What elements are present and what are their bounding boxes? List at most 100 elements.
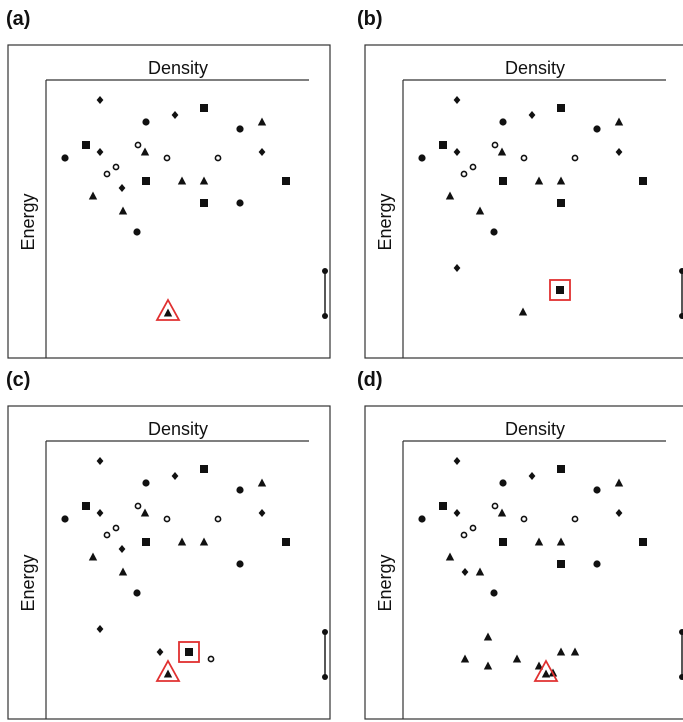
marker-triangle bbox=[614, 478, 624, 487]
marker-diamond bbox=[528, 111, 536, 119]
panel-letter: (c) bbox=[6, 369, 31, 391]
x-axis-title: Density bbox=[148, 58, 208, 78]
panel-drawing: Density Energy bbox=[7, 44, 331, 359]
marker-open-circle bbox=[460, 170, 468, 178]
marker-open-circle bbox=[163, 515, 171, 523]
y-axis-title: Energy bbox=[375, 554, 395, 611]
marker-open-circle bbox=[134, 502, 142, 510]
marker-open-circle bbox=[103, 531, 111, 539]
x-axis-title: Density bbox=[148, 419, 208, 439]
marker-square bbox=[499, 177, 507, 185]
marker-triangle bbox=[177, 176, 187, 185]
marker-circle bbox=[490, 589, 498, 597]
marker-square bbox=[200, 104, 208, 112]
marker-triangle bbox=[556, 176, 566, 185]
marker-diamond bbox=[453, 509, 461, 517]
panel-plot: Density Energy bbox=[364, 44, 683, 359]
marker-diamond bbox=[461, 568, 469, 576]
marker-square bbox=[185, 648, 193, 656]
marker-diamond bbox=[96, 509, 104, 517]
highlight-square-frame bbox=[178, 641, 200, 663]
marker-open-circle bbox=[520, 154, 528, 162]
marker-triangle bbox=[483, 661, 493, 670]
marker-circle bbox=[236, 125, 244, 133]
marker-circle bbox=[499, 118, 507, 126]
marker-open-circle bbox=[460, 531, 468, 539]
marker-diamond bbox=[258, 509, 266, 517]
marker-circle bbox=[61, 515, 69, 523]
marker-triangle bbox=[556, 647, 566, 656]
marker-triangle bbox=[199, 176, 209, 185]
x-axis-title: Density bbox=[505, 58, 565, 78]
scale-bar-end bbox=[679, 629, 683, 635]
marker-diamond bbox=[258, 148, 266, 156]
scale-bar-end bbox=[679, 268, 683, 274]
marker-circle bbox=[61, 154, 69, 162]
panel-letter: (a) bbox=[6, 8, 31, 30]
marker-triangle bbox=[534, 537, 544, 546]
scale-bar-end bbox=[322, 313, 328, 319]
marker-circle bbox=[236, 199, 244, 207]
marker-open-circle bbox=[112, 163, 120, 171]
marker-circle bbox=[133, 228, 141, 236]
panel-drawing: Density Energy bbox=[364, 405, 683, 720]
marker-triangle bbox=[88, 552, 98, 561]
marker-square bbox=[282, 177, 290, 185]
highlight-triangle-frame bbox=[155, 659, 181, 682]
marker-circle bbox=[142, 118, 150, 126]
marker-triangle bbox=[88, 191, 98, 200]
marker-triangle bbox=[614, 117, 624, 126]
marker-open-circle bbox=[103, 170, 111, 178]
scale-bar-end bbox=[679, 313, 683, 319]
marker-triangle bbox=[163, 308, 173, 317]
y-axis-title: Energy bbox=[375, 193, 395, 250]
marker-open-circle bbox=[214, 154, 222, 162]
marker-square bbox=[557, 199, 565, 207]
marker-circle bbox=[593, 125, 601, 133]
marker-circle bbox=[490, 228, 498, 236]
outer-frame bbox=[7, 44, 331, 359]
marker-diamond bbox=[96, 457, 104, 465]
panel-plot: Density Energy bbox=[7, 44, 331, 359]
marker-square bbox=[200, 199, 208, 207]
panel-c: (c) Density Energy bbox=[0, 361, 341, 722]
marker-triangle bbox=[541, 669, 551, 678]
marker-square bbox=[557, 465, 565, 473]
marker-triangle bbox=[534, 176, 544, 185]
marker-triangle bbox=[140, 508, 150, 517]
marker-open-circle bbox=[571, 154, 579, 162]
highlight-triangle-frame bbox=[155, 298, 181, 321]
marker-triangle bbox=[475, 206, 485, 215]
marker-square bbox=[639, 538, 647, 546]
panel-drawing: Density Energy bbox=[7, 405, 331, 720]
marker-circle bbox=[418, 154, 426, 162]
marker-square bbox=[82, 141, 90, 149]
panel-plot: Density Energy bbox=[7, 405, 331, 720]
marker-diamond bbox=[453, 457, 461, 465]
marker-square bbox=[142, 177, 150, 185]
marker-triangle bbox=[497, 147, 507, 156]
marker-diamond bbox=[453, 96, 461, 104]
marker-circle bbox=[418, 515, 426, 523]
marker-diamond bbox=[96, 625, 104, 633]
marker-circle bbox=[236, 486, 244, 494]
marker-triangle bbox=[445, 552, 455, 561]
marker-square bbox=[82, 502, 90, 510]
marker-diamond bbox=[453, 148, 461, 156]
scale-bar-end bbox=[322, 674, 328, 680]
marker-open-circle bbox=[112, 524, 120, 532]
marker-triangle bbox=[483, 632, 493, 641]
marker-diamond bbox=[118, 545, 126, 553]
marker-open-circle bbox=[207, 655, 215, 663]
marker-square bbox=[282, 538, 290, 546]
marker-triangle bbox=[118, 206, 128, 215]
marker-open-circle bbox=[163, 154, 171, 162]
outer-frame bbox=[364, 405, 683, 720]
marker-square bbox=[557, 560, 565, 568]
marker-diamond bbox=[118, 184, 126, 192]
marker-circle bbox=[236, 560, 244, 568]
marker-diamond bbox=[615, 148, 623, 156]
panel-a: (a) Density Energy bbox=[0, 0, 341, 361]
marker-triangle bbox=[497, 508, 507, 517]
marker-open-circle bbox=[520, 515, 528, 523]
